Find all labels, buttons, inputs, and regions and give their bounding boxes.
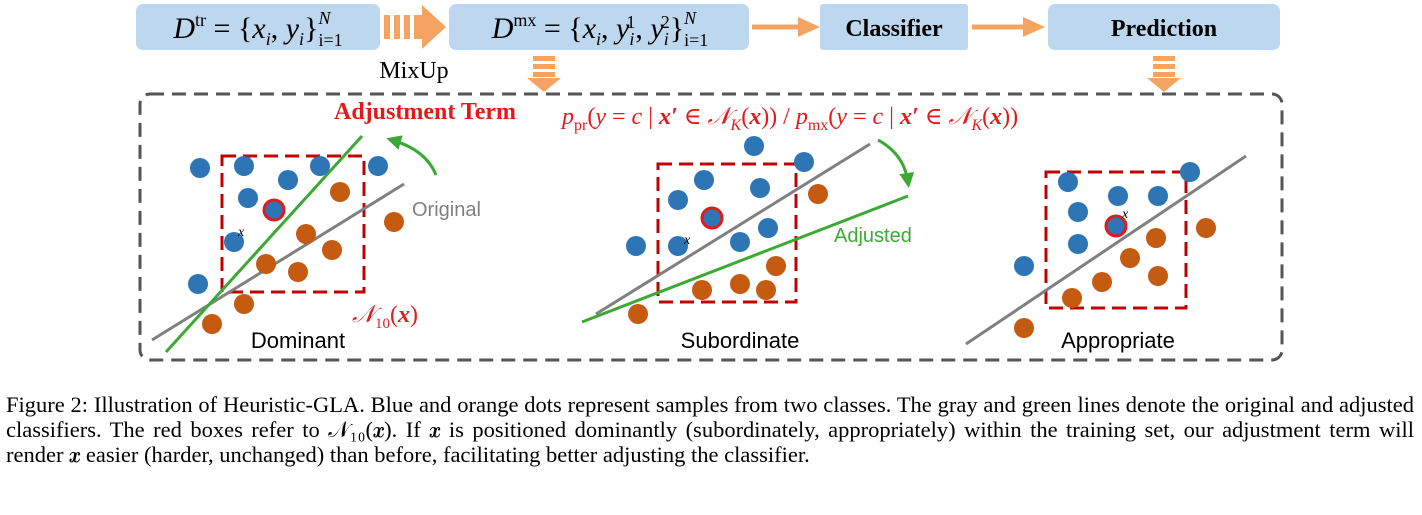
- heuristic-gla-diagram: Dtr = {xi, yi}N i=1 MixUp Dmx = {xi, yi1,…: [136, 4, 1284, 362]
- adjustment-formula: ppr(y = c | x′ ∈ 𝒩K(x)) / pmx(y = c | x′…: [560, 104, 1018, 134]
- subordinate-point-label: x: [683, 233, 691, 248]
- adjustment-term-label: Adjustment Term: [334, 99, 516, 125]
- adjusted-label: Adjusted: [834, 225, 912, 247]
- neighborhood-label: 𝒩10(x): [352, 302, 418, 332]
- orange-dot: [288, 262, 308, 282]
- blue-dot: [188, 274, 208, 294]
- orange-dot: [322, 240, 342, 260]
- blue-dot: [668, 190, 688, 210]
- orange-dot: [384, 212, 404, 232]
- classifier-label: Classifier: [845, 16, 943, 42]
- blue-dot: [750, 178, 770, 198]
- blue-dot: [224, 232, 244, 252]
- down-arrow-mixup: [527, 56, 561, 92]
- orange-dot: [730, 274, 750, 294]
- mixup-set-box: [449, 4, 749, 50]
- orange-dot: [330, 182, 350, 202]
- orange-dot: [628, 304, 648, 324]
- blue-dot: [1148, 186, 1168, 206]
- blue-dot: [1058, 172, 1078, 192]
- appropriate-line: [965, 154, 1247, 346]
- adjustment-panel: [138, 92, 1284, 362]
- blue-dot: [368, 156, 388, 176]
- prediction-box: [1048, 4, 1280, 50]
- blue-dot: [234, 156, 254, 176]
- orange-dot: [1120, 248, 1140, 268]
- blue-dot: [1068, 202, 1088, 222]
- orange-dot: [1014, 318, 1034, 338]
- blue-dot: [278, 170, 298, 190]
- dominant-rotation-arrow: [386, 135, 438, 176]
- figure-caption: Figure 2: Illustration of Heuristic-GLA.…: [6, 392, 1414, 467]
- subordinate-blue-dots: [626, 136, 814, 256]
- orange-dot: [1062, 288, 1082, 308]
- dominant-adjusted-line: [164, 134, 364, 354]
- orange-dot: [234, 294, 254, 314]
- dominant-orange-dots: [202, 182, 404, 334]
- dominant-point-label: x: [237, 225, 245, 240]
- dominant-neighborhood-box: [220, 154, 366, 294]
- appropriate-blue-dots: [1014, 162, 1200, 276]
- original-label: Original: [412, 199, 481, 221]
- mixup-arrow: [384, 5, 446, 49]
- appropriate-case-label: Appropriate: [1061, 328, 1175, 353]
- orange-dot: [756, 280, 776, 300]
- dominant-blue-dots: [188, 156, 388, 294]
- orange-dot: [202, 314, 222, 334]
- blue-dot: [730, 232, 750, 252]
- appropriate-neighborhood-box: [1044, 170, 1188, 310]
- subordinate-adjusted-line: [581, 194, 909, 324]
- blue-dot: [238, 188, 258, 208]
- subordinate-target-point: [700, 206, 724, 230]
- subordinate-rotation-arrow: [877, 138, 915, 188]
- mixup-label: MixUp: [379, 58, 448, 84]
- orange-dot: [1146, 228, 1166, 248]
- blue-dot: [694, 170, 714, 190]
- blue-dot: [794, 152, 814, 172]
- blue-dot: [1068, 234, 1088, 254]
- orange-dot: [692, 280, 712, 300]
- caption-text: Figure 2: Illustration of Heuristic-GLA.…: [6, 392, 1414, 467]
- dominant-case: Original x 𝒩10(x) Dominant: [151, 134, 481, 354]
- orange-dot: [256, 254, 276, 274]
- down-arrow-prediction: [1147, 56, 1181, 92]
- dominant-case-label: Dominant: [251, 328, 345, 353]
- subordinate-orange-dots: [628, 184, 828, 324]
- blue-dot: [744, 136, 764, 156]
- train-set-box: [136, 4, 380, 50]
- orange-dot: [1092, 272, 1112, 292]
- blue-dot: [1108, 186, 1128, 206]
- orange-dot: [1196, 218, 1216, 238]
- subordinate-case-label: Subordinate: [681, 328, 800, 353]
- flow-row: Dtr = {xi, yi}N i=1 MixUp Dmx = {xi, yi1,…: [136, 4, 1280, 92]
- blue-dot: [310, 156, 330, 176]
- blue-dot: [758, 218, 778, 238]
- orange-dot: [296, 224, 316, 244]
- appropriate-case: x Appropriate: [965, 154, 1247, 353]
- orange-dot: [1148, 266, 1168, 286]
- blue-dot: [1180, 162, 1200, 182]
- appropriate-point-label: x: [1121, 207, 1129, 222]
- appropriate-target-point: [1104, 214, 1128, 238]
- blue-dot: [1014, 256, 1034, 276]
- prediction-label: Prediction: [1111, 16, 1217, 42]
- train-set-label: Dtr = {xi, yi}N i=1: [172, 8, 342, 50]
- appropriate-orange-dots: [1014, 218, 1216, 338]
- blue-dot: [626, 236, 646, 256]
- blue-dot: [668, 236, 688, 256]
- orange-dot: [766, 256, 786, 276]
- classifier-box: [820, 4, 968, 50]
- dominant-original-line: [151, 182, 405, 342]
- subordinate-case: Adjusted x Subordinate: [581, 136, 915, 353]
- blue-dot: [190, 158, 210, 178]
- orange-dot: [808, 184, 828, 204]
- subordinate-neighborhood-box: [656, 162, 798, 304]
- subordinate-original-line: [595, 142, 871, 316]
- dominant-target-point: [262, 198, 286, 222]
